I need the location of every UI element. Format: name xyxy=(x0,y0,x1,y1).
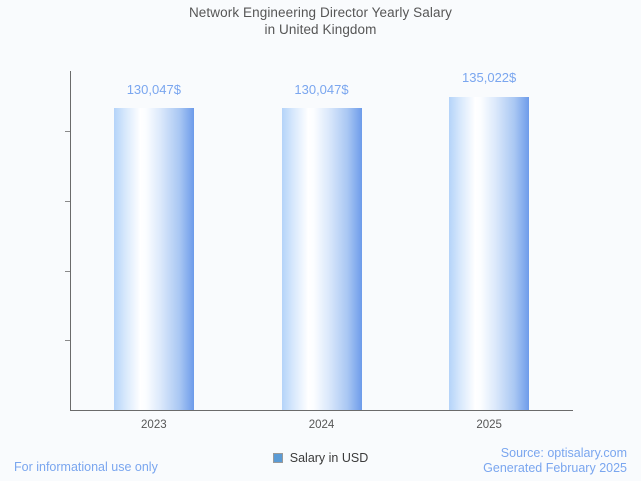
legend-label: Salary in USD xyxy=(289,451,369,465)
chart-title-line-1: Network Engineering Director Yearly Sala… xyxy=(188,5,453,20)
x-tick-label-2024: 2024 xyxy=(308,419,335,431)
chart-title-line-2: in United Kingdom xyxy=(264,22,377,37)
y-axis-line xyxy=(70,71,71,410)
bar-2023[interactable] xyxy=(113,108,194,410)
bar-value-label-2024: 130,047$ xyxy=(294,82,349,98)
footer-source: Source: optisalary.com xyxy=(500,446,627,460)
bar-2025[interactable] xyxy=(449,96,530,410)
y-tick-mark xyxy=(65,131,70,133)
chart-legend: Salary in USD xyxy=(0,452,641,465)
footer-generated: Generated February 2025 xyxy=(483,461,627,475)
plot-area: 300006000090000120000 130,047$130,047$13… xyxy=(65,70,573,431)
legend-item-salary-in-usd[interactable]: Salary in USD xyxy=(272,451,369,465)
bar-value-label-2025: 135,022$ xyxy=(462,70,517,86)
x-axis-line xyxy=(70,410,573,411)
footer-disclaimer: For informational use only xyxy=(14,460,158,474)
x-tick-label-2023: 2023 xyxy=(141,419,167,431)
bar-value-label-2023: 130,047$ xyxy=(126,82,181,98)
footer-source-block: Source: optisalary.com Generated Februar… xyxy=(483,446,627,476)
y-tick-mark xyxy=(65,270,70,272)
bar-2024[interactable] xyxy=(281,108,362,410)
y-tick-mark xyxy=(65,201,70,203)
legend-swatch-icon xyxy=(272,453,283,464)
y-tick-mark xyxy=(65,340,70,342)
chart-title: Network Engineering Director Yearly Sala… xyxy=(0,4,641,38)
x-tick-label-2025: 2025 xyxy=(476,419,502,431)
